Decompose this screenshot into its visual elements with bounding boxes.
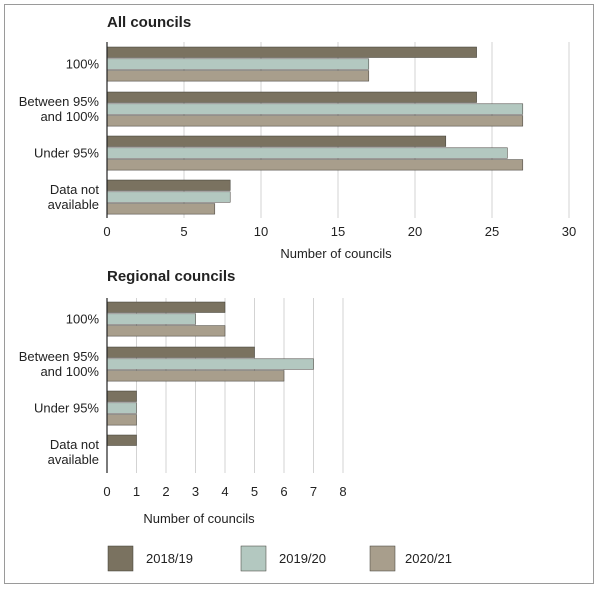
legend-swatch xyxy=(107,545,134,572)
chart-panel-2: Regional councils 100% Between 95%and 100%… xyxy=(19,268,347,526)
category-label: 100% xyxy=(66,57,100,72)
x-tick-label: 30 xyxy=(562,224,576,239)
category-label: Data not xyxy=(50,182,100,197)
bar-2020-21 xyxy=(106,70,370,82)
bar-2019-20 xyxy=(106,313,196,325)
x-tick-label: 4 xyxy=(221,484,228,499)
category-label: and 100% xyxy=(40,364,99,379)
x-tick-label: 1 xyxy=(133,484,140,499)
x-tick-label: 20 xyxy=(408,224,422,239)
bar-2020-21 xyxy=(106,325,226,337)
bar-2018-19 xyxy=(106,135,447,147)
bar-2019-20 xyxy=(106,58,370,70)
bar-2018-19 xyxy=(106,91,477,103)
bar-2020-21 xyxy=(106,414,137,426)
category-label: available xyxy=(48,452,99,467)
x-tick-label: 5 xyxy=(180,224,187,239)
x-tick-label: 5 xyxy=(251,484,258,499)
legend-label: 2020/21 xyxy=(405,551,452,566)
bar-2019-20 xyxy=(106,147,508,159)
category-label: Between 95% xyxy=(19,94,100,109)
bar-2018-19 xyxy=(106,46,477,58)
category-label: 100% xyxy=(66,312,100,327)
x-tick-label: 8 xyxy=(339,484,346,499)
bar-2019-20 xyxy=(106,103,524,115)
chart-title: Regional councils xyxy=(107,268,235,285)
category-label: available xyxy=(48,197,99,212)
legend-label: 2018/19 xyxy=(146,551,193,566)
bar-2018-19 xyxy=(106,179,231,191)
chart-title: All councils xyxy=(107,14,191,31)
bar-2020-21 xyxy=(106,203,216,215)
category-label: and 100% xyxy=(40,109,99,124)
bar-2019-20 xyxy=(106,191,231,203)
x-axis-label: Number of councils xyxy=(280,246,392,261)
chart-panel-1: All councils 100% Between 95%and 100% Under… xyxy=(19,14,576,261)
bar-2018-19 xyxy=(106,434,137,446)
x-tick-label: 2 xyxy=(162,484,169,499)
bar-2019-20 xyxy=(106,402,137,414)
x-tick-label: 25 xyxy=(485,224,499,239)
bar-2020-21 xyxy=(106,159,524,171)
bar-2018-19 xyxy=(106,346,255,358)
x-tick-label: 10 xyxy=(254,224,268,239)
x-tick-label: 7 xyxy=(310,484,317,499)
bar-2019-20 xyxy=(106,358,314,370)
legend-label: 2019/20 xyxy=(279,551,326,566)
x-tick-label: 0 xyxy=(103,224,110,239)
legend: 2018/19 2019/20 2020/21 xyxy=(107,545,452,572)
category-label: Between 95% xyxy=(19,349,100,364)
category-label: Under 95% xyxy=(34,401,99,416)
bar-2018-19 xyxy=(106,390,137,402)
x-tick-label: 6 xyxy=(280,484,287,499)
bar-2020-21 xyxy=(106,115,524,127)
x-tick-label: 3 xyxy=(192,484,199,499)
x-tick-label: 0 xyxy=(103,484,110,499)
legend-swatch xyxy=(369,545,396,572)
bar-2018-19 xyxy=(106,301,226,313)
x-tick-label: 15 xyxy=(331,224,345,239)
bar-2020-21 xyxy=(106,370,285,382)
legend-swatch xyxy=(240,545,267,572)
category-label: Under 95% xyxy=(34,146,99,161)
x-axis-label: Number of councils xyxy=(143,511,255,526)
category-label: Data not xyxy=(50,437,100,452)
